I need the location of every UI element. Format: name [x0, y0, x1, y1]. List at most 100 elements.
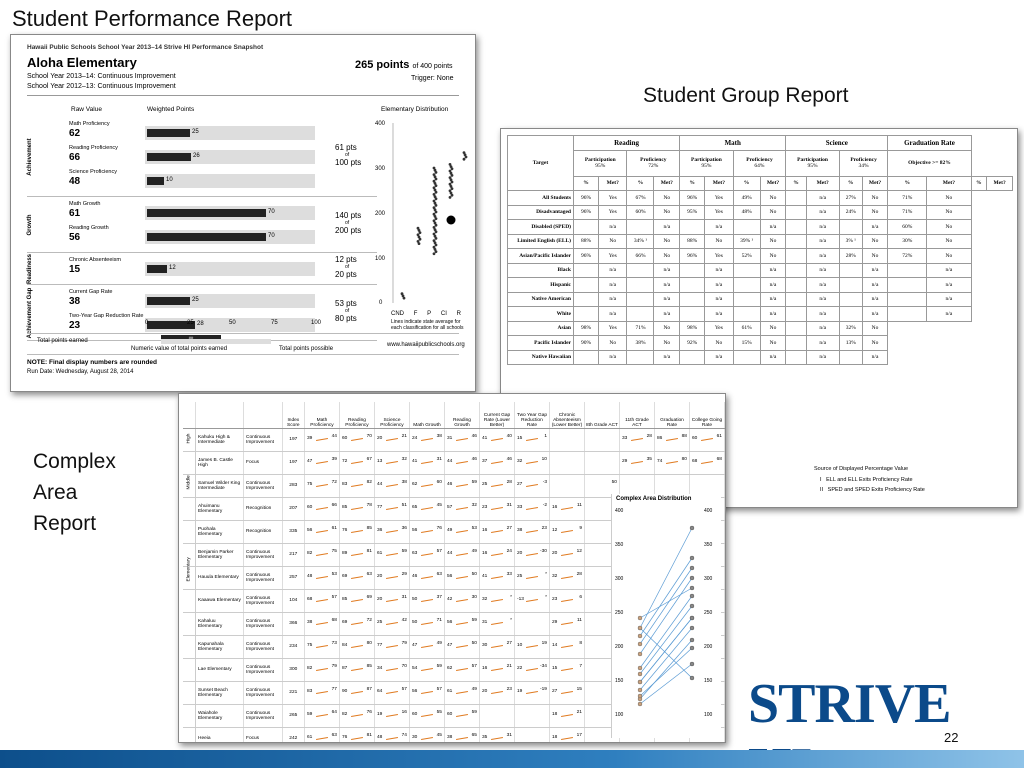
trend-pair: 25 42: [377, 618, 407, 628]
metric-cell: 76 85: [339, 520, 375, 544]
distribution-dot: [449, 185, 453, 188]
table-cell: [785, 320, 807, 336]
distribution-point: [637, 625, 643, 631]
year-status-2: School Year 2012–13: Continuous Improvem…: [27, 83, 176, 90]
row-label: White: [507, 306, 574, 322]
distribution-dot: [433, 215, 437, 218]
table-cell: 67%: [626, 190, 655, 206]
trend-pair: 50 71: [412, 618, 442, 628]
current-value: 59: [436, 663, 442, 669]
snapshot-section: Readiness Chronic Absenteeism 15 12 12 pts of…: [27, 253, 377, 285]
website-link[interactable]: www.hawaiipublicschools.org: [387, 342, 465, 348]
elementary-distribution: [392, 123, 468, 303]
prior-value: 61: [376, 550, 383, 556]
metric-cell: 20 31: [374, 589, 410, 613]
prior-value: 41: [481, 573, 488, 579]
school-name: Benjamin Parker Elementary: [195, 543, 245, 567]
table-cell: n/a: [704, 291, 734, 307]
trend-pair: 14 8: [552, 641, 582, 651]
trend-pair: 64 57: [377, 687, 407, 697]
table-cell: Yes: [704, 204, 734, 220]
table-cell: [732, 277, 761, 293]
distribution-dot: [433, 175, 437, 179]
metric-name: Science Proficiency: [69, 169, 117, 175]
metric-cell: 27 15: [549, 681, 585, 705]
trend-line: [350, 460, 363, 464]
trend-pair: 25 *: [517, 572, 547, 582]
current-value: 72: [366, 617, 372, 623]
level-cell: [183, 727, 196, 742]
trend-line: [455, 529, 468, 533]
distribution-dot: [448, 189, 452, 193]
trend-line: [560, 575, 573, 579]
prior-value: 15: [516, 435, 523, 441]
row-label: Black: [507, 262, 574, 278]
prior-value: 50: [411, 596, 418, 602]
metric-cell: 65 45: [409, 497, 445, 521]
prior-value: 23: [551, 596, 558, 602]
distribution-point: [689, 625, 695, 631]
prior-value: 20: [376, 573, 383, 579]
prior-value: 29: [621, 458, 628, 464]
table-row: Disadvantaged 96% Yes 60% No 95% Yes 48% No n/a 24…: [507, 204, 1013, 220]
grad-target: Objective >= 82%: [887, 149, 972, 177]
current-value: 76: [366, 709, 372, 715]
current-value: 87: [366, 686, 372, 692]
current-value: 32: [471, 502, 477, 508]
prior-value: 25: [481, 481, 488, 487]
school-name: Waiahole Elementary: [195, 704, 245, 728]
metric-cell: 56 76: [409, 520, 445, 544]
metric-cell: 83 77: [304, 681, 340, 705]
trend-pair: 82 79: [307, 664, 337, 674]
trend-line: [630, 460, 643, 464]
metric-value: 23: [69, 320, 81, 331]
metric-value: 61: [69, 208, 81, 219]
group-header-row: Target Reading Math Science Graduation Rate: [507, 135, 1013, 191]
trend-pair: 50: [587, 480, 617, 490]
school-name: Samuel Wilder King Intermediate: [195, 474, 245, 498]
distribution-dot: [432, 173, 436, 176]
trend-line: [385, 506, 398, 510]
level-cell: High: [183, 428, 196, 452]
distribution-point: [689, 645, 695, 651]
metric-cell: 24 38: [409, 428, 445, 452]
prior-value: 47: [306, 458, 313, 464]
table-cell: Yes: [597, 248, 628, 264]
target-name: Participation: [584, 157, 616, 163]
trend-line: [385, 736, 398, 740]
divider: [27, 95, 459, 96]
metric-cell: 60 59: [444, 704, 480, 728]
trend-pair: 30 27: [482, 641, 512, 651]
trend-pair: 19 -19: [517, 687, 547, 697]
section-of: of: [345, 220, 350, 226]
trend-line: [455, 736, 468, 740]
distribution-dot: [416, 240, 420, 243]
prior-value: 74: [656, 458, 663, 464]
level-cell: Elementary: [183, 557, 196, 590]
index-score: 242: [282, 727, 305, 742]
legend-numeric: Numeric value of total points earned: [131, 346, 228, 352]
target-cell: Proficiency 72%: [626, 149, 681, 177]
table-cell: n/a: [653, 219, 681, 235]
current-value: 68: [716, 456, 722, 462]
table-row: Pacific Islander 90% No 38% No 92% No 15% No n/a 1…: [507, 335, 1013, 351]
section-of: of: [345, 264, 350, 270]
school-status: Continuous Improvement: [243, 589, 283, 613]
dist-category: F: [413, 311, 418, 317]
current-value: 23: [541, 525, 547, 531]
prior-value: 85: [341, 596, 348, 602]
section-of: of: [345, 308, 350, 314]
trend-line: [560, 667, 573, 671]
complex-area-caption: Complex Area Report: [33, 446, 116, 539]
prior-value: 90: [341, 688, 348, 694]
table-cell: 66%: [626, 248, 655, 264]
trend-pair: 62 60: [412, 480, 442, 490]
current-value: 61: [716, 433, 722, 439]
prior-value: 87: [341, 665, 348, 671]
table-cell: 96%: [679, 190, 706, 206]
prior-value: 14: [551, 642, 558, 648]
trend-pair: 60 59: [447, 710, 477, 720]
distribution-dot: [434, 171, 438, 174]
group-header: Science: [785, 135, 889, 151]
trend-pair: 32 *: [482, 595, 512, 605]
